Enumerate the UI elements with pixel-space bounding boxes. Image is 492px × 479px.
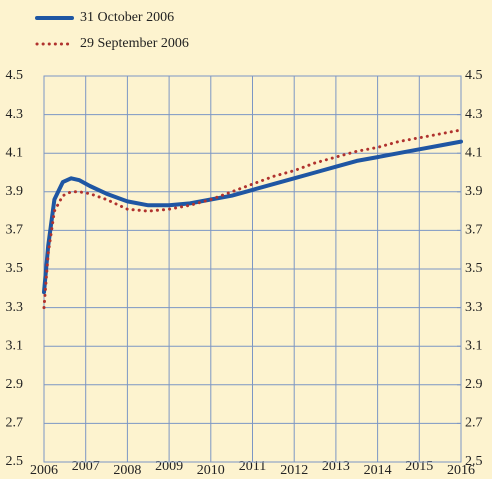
y-tick-label: 2.9: [6, 377, 24, 392]
y-tick-label: 3.5: [6, 261, 24, 276]
x-tick-label: 2016: [447, 463, 475, 478]
y-tick-label: 3.9: [6, 184, 24, 199]
y-tick-label: 3.7: [6, 223, 24, 238]
y-tick-label: 2.7: [6, 416, 24, 431]
x-tick-label: 2007: [72, 459, 100, 474]
legend-label: 31 October 2006: [80, 10, 174, 25]
y2-tick-label: 2.9: [465, 377, 483, 392]
x-tick-label: 2010: [197, 463, 225, 478]
y2-tick-label: 4.1: [465, 145, 483, 160]
x-tick-label: 2013: [322, 459, 350, 474]
y2-tick-label: 4.3: [465, 107, 483, 122]
x-tick-label: 2009: [155, 459, 183, 474]
y2-tick-label: 3.1: [465, 338, 483, 353]
y2-tick-label: 3.3: [465, 300, 483, 315]
y-tick-label: 2.5: [6, 454, 24, 469]
y-tick-label: 3.3: [6, 300, 24, 315]
y2-tick-label: 2.5: [465, 454, 483, 469]
y2-tick-label: 3.9: [465, 184, 483, 199]
x-tick-label: 2014: [364, 463, 392, 478]
legend-label: 29 September 2006: [80, 36, 189, 51]
y2-tick-label: 3.5: [465, 261, 483, 276]
y2-tick-label: 3.7: [465, 223, 483, 238]
x-tick-label: 2015: [405, 459, 433, 474]
x-tick-label: 2006: [30, 463, 58, 478]
y-tick-label: 4.5: [6, 68, 24, 83]
series-line: [42, 128, 463, 310]
x-tick-label: 2012: [280, 463, 308, 478]
x-tick-label: 2011: [239, 459, 266, 474]
plot-frame: [43, 75, 462, 463]
y-tick-label: 4.3: [6, 107, 24, 122]
x-tick-label: 2008: [113, 463, 141, 478]
y-tick-label: 3.1: [6, 338, 24, 353]
y2-tick-label: 4.5: [465, 68, 483, 83]
y-tick-label: 4.1: [6, 145, 24, 160]
y2-tick-label: 2.7: [465, 416, 483, 431]
